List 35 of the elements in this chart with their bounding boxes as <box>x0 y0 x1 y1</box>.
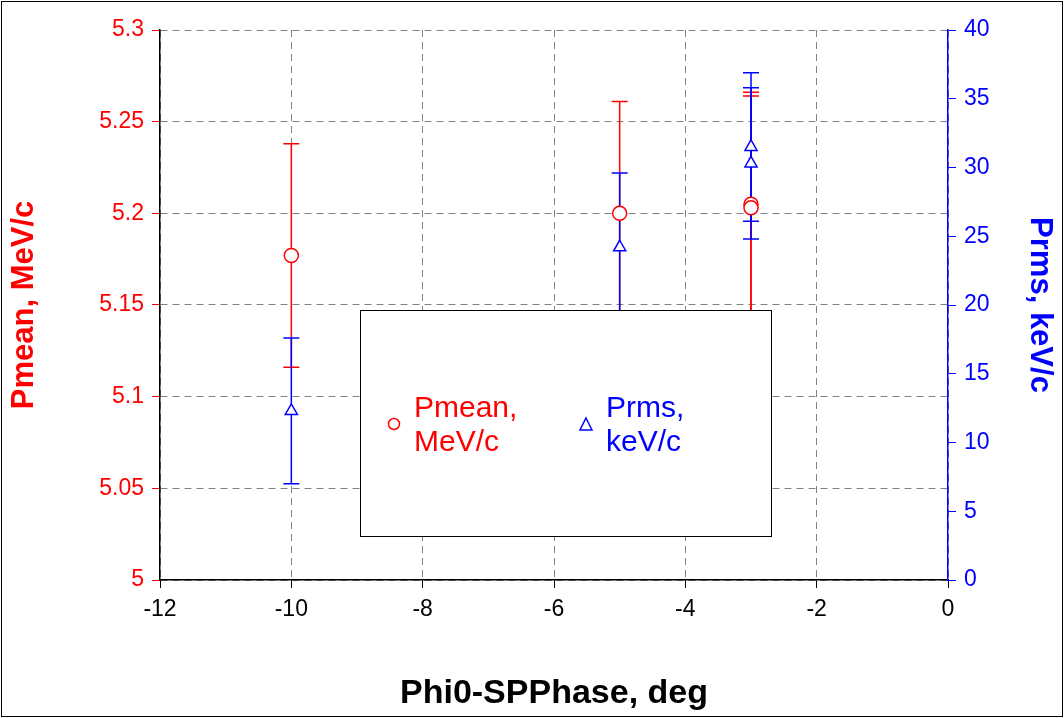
y2-tick-label: 5 <box>964 496 977 523</box>
y-tick-label: 5.1 <box>112 382 144 409</box>
y2-tick-label: 15 <box>964 359 990 386</box>
point <box>612 239 627 252</box>
x-tick-label: 0 <box>941 595 955 622</box>
x-tick-label: -10 <box>274 595 308 622</box>
point <box>284 403 299 416</box>
point <box>743 200 759 216</box>
y-tick-label: 5 <box>131 565 144 592</box>
y2-tick-label: 0 <box>964 565 977 592</box>
y2-tick-label: 40 <box>964 15 990 42</box>
x-tick-label: -4 <box>675 595 696 622</box>
x-tick-label: -6 <box>543 595 565 622</box>
y2-tick-label: 35 <box>964 84 990 111</box>
point <box>744 155 758 168</box>
x-tick-label: -8 <box>412 595 433 622</box>
y-tick-label: 5.2 <box>112 198 144 225</box>
y2-tick-label: 20 <box>964 290 990 317</box>
point <box>611 205 628 222</box>
y-axis-title: Pmean, MeV/c <box>5 200 41 410</box>
y-tick-label: 5.25 <box>99 107 144 134</box>
point <box>283 247 300 264</box>
x-tick-label: -12 <box>143 595 177 622</box>
x-axis-title: Phi0-SPPhase, deg <box>400 671 708 710</box>
y-tick-label: 5.05 <box>99 473 144 500</box>
y2-axis-title: Prms, keV/c <box>1023 217 1059 393</box>
legend-label: Prms, keV/c <box>606 389 686 458</box>
legend-label: Pmean, MeV/c <box>414 389 519 458</box>
y-tick-label: 5.3 <box>112 15 144 42</box>
x-tick-label: -2 <box>806 595 827 622</box>
y2-tick-label: 10 <box>964 427 990 454</box>
y-tick-label: 5.15 <box>99 290 144 317</box>
point <box>744 139 758 152</box>
y2-tick-label: 30 <box>964 152 990 179</box>
y2-tick-label: 25 <box>964 221 990 248</box>
